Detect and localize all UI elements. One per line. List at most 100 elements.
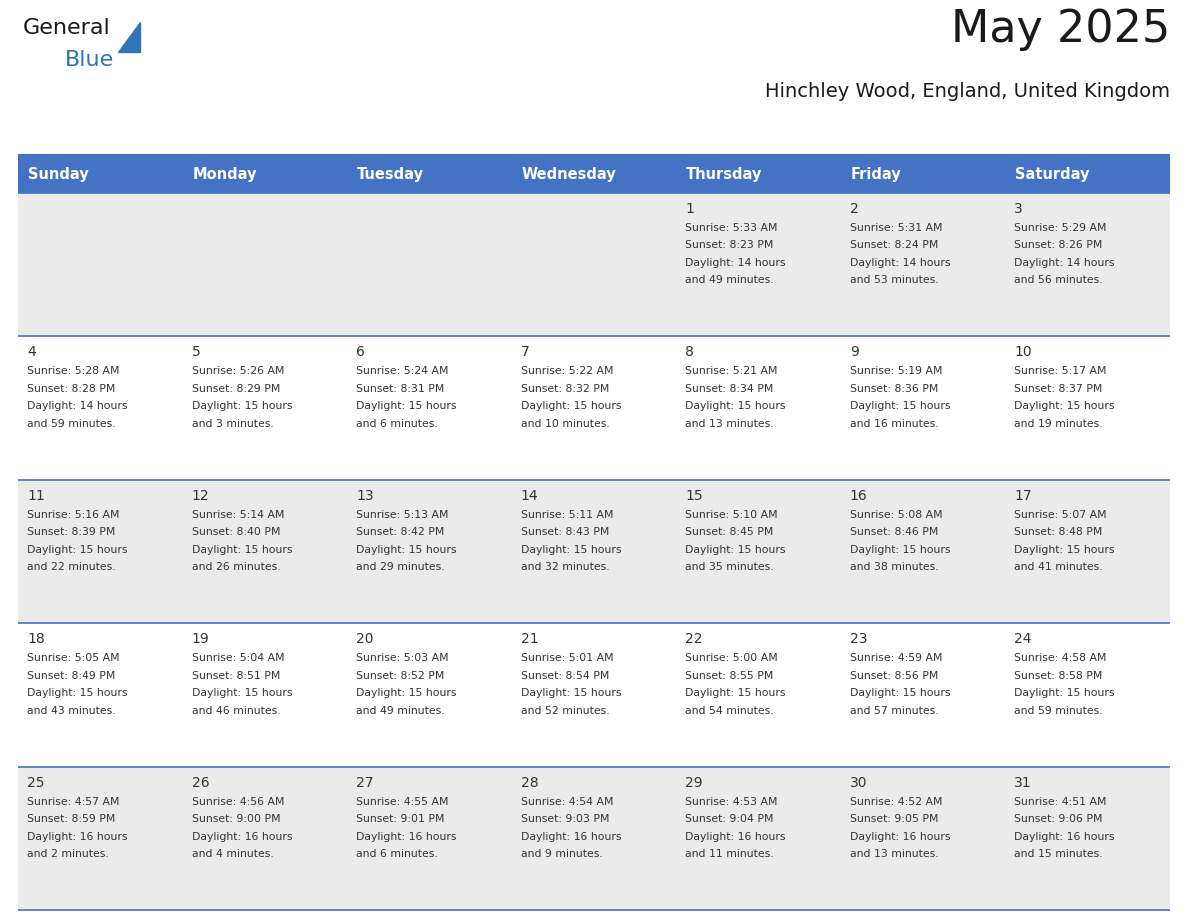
Text: Sunset: 9:05 PM: Sunset: 9:05 PM: [849, 814, 939, 824]
Text: Daylight: 15 hours: Daylight: 15 hours: [356, 544, 456, 554]
Text: Sunset: 8:52 PM: Sunset: 8:52 PM: [356, 671, 444, 681]
Text: and 59 minutes.: and 59 minutes.: [1015, 706, 1102, 716]
Bar: [1005, 155, 1170, 193]
Text: Daylight: 15 hours: Daylight: 15 hours: [27, 544, 127, 554]
Text: Sunset: 8:45 PM: Sunset: 8:45 PM: [685, 527, 773, 537]
Text: and 49 minutes.: and 49 minutes.: [356, 706, 444, 716]
Text: and 9 minutes.: and 9 minutes.: [520, 849, 602, 859]
Text: 6: 6: [356, 345, 365, 360]
Text: Sunset: 9:00 PM: Sunset: 9:00 PM: [191, 814, 280, 824]
Text: 30: 30: [849, 776, 867, 789]
Text: and 32 minutes.: and 32 minutes.: [520, 563, 609, 572]
Text: Monday: Monday: [192, 166, 257, 182]
Text: Sunrise: 5:31 AM: Sunrise: 5:31 AM: [849, 223, 942, 233]
Text: Daylight: 16 hours: Daylight: 16 hours: [849, 832, 950, 842]
Text: Daylight: 15 hours: Daylight: 15 hours: [1015, 401, 1114, 411]
Text: Sunrise: 5:07 AM: Sunrise: 5:07 AM: [1015, 509, 1107, 520]
Text: Daylight: 15 hours: Daylight: 15 hours: [520, 401, 621, 411]
Text: Sunset: 8:59 PM: Sunset: 8:59 PM: [27, 814, 115, 824]
Text: Sunset: 8:37 PM: Sunset: 8:37 PM: [1015, 384, 1102, 394]
Text: and 49 minutes.: and 49 minutes.: [685, 275, 773, 285]
Text: and 54 minutes.: and 54 minutes.: [685, 706, 773, 716]
Text: Daylight: 15 hours: Daylight: 15 hours: [849, 544, 950, 554]
Text: and 52 minutes.: and 52 minutes.: [520, 706, 609, 716]
Text: Daylight: 15 hours: Daylight: 15 hours: [356, 688, 456, 699]
Text: Daylight: 16 hours: Daylight: 16 hours: [520, 832, 621, 842]
Text: and 16 minutes.: and 16 minutes.: [849, 419, 939, 429]
Text: Daylight: 15 hours: Daylight: 15 hours: [849, 688, 950, 699]
Text: Sunset: 8:29 PM: Sunset: 8:29 PM: [191, 384, 280, 394]
Text: Sunrise: 4:51 AM: Sunrise: 4:51 AM: [1015, 797, 1107, 807]
Text: Daylight: 15 hours: Daylight: 15 hours: [685, 401, 785, 411]
Text: Sunrise: 4:54 AM: Sunrise: 4:54 AM: [520, 797, 613, 807]
Text: Daylight: 15 hours: Daylight: 15 hours: [685, 544, 785, 554]
Bar: [676, 155, 841, 193]
Text: and 3 minutes.: and 3 minutes.: [191, 419, 273, 429]
Text: 20: 20: [356, 633, 374, 646]
Text: and 53 minutes.: and 53 minutes.: [849, 275, 939, 285]
Text: 13: 13: [356, 488, 374, 503]
Text: 25: 25: [27, 776, 44, 789]
Text: and 41 minutes.: and 41 minutes.: [1015, 563, 1102, 572]
Text: Sunset: 8:31 PM: Sunset: 8:31 PM: [356, 384, 444, 394]
Text: Sunset: 8:28 PM: Sunset: 8:28 PM: [27, 384, 115, 394]
Text: Sunrise: 5:04 AM: Sunrise: 5:04 AM: [191, 654, 284, 663]
Text: Sunset: 8:34 PM: Sunset: 8:34 PM: [685, 384, 773, 394]
Text: and 29 minutes.: and 29 minutes.: [356, 563, 444, 572]
Text: Sunset: 8:36 PM: Sunset: 8:36 PM: [849, 384, 939, 394]
Text: 14: 14: [520, 488, 538, 503]
Text: Daylight: 14 hours: Daylight: 14 hours: [27, 401, 127, 411]
Text: Wednesday: Wednesday: [522, 166, 617, 182]
Text: Sunset: 8:51 PM: Sunset: 8:51 PM: [191, 671, 280, 681]
Text: Daylight: 16 hours: Daylight: 16 hours: [356, 832, 456, 842]
Text: Sunrise: 5:17 AM: Sunrise: 5:17 AM: [1015, 366, 1107, 376]
Text: Sunrise: 5:26 AM: Sunrise: 5:26 AM: [191, 366, 284, 376]
Text: Daylight: 15 hours: Daylight: 15 hours: [191, 688, 292, 699]
Text: Sunrise: 4:56 AM: Sunrise: 4:56 AM: [191, 797, 284, 807]
Text: 18: 18: [27, 633, 45, 646]
Text: Sunset: 8:54 PM: Sunset: 8:54 PM: [520, 671, 609, 681]
Text: 10: 10: [1015, 345, 1032, 360]
Text: 8: 8: [685, 345, 694, 360]
Text: 17: 17: [1015, 488, 1032, 503]
Bar: [841, 155, 1005, 193]
Text: Daylight: 15 hours: Daylight: 15 hours: [520, 688, 621, 699]
Text: 4: 4: [27, 345, 36, 360]
Text: 28: 28: [520, 776, 538, 789]
Text: Sunrise: 5:05 AM: Sunrise: 5:05 AM: [27, 654, 120, 663]
Text: Sunrise: 4:55 AM: Sunrise: 4:55 AM: [356, 797, 449, 807]
Text: Blue: Blue: [65, 50, 114, 70]
Text: General: General: [23, 18, 110, 38]
Text: Sunset: 8:39 PM: Sunset: 8:39 PM: [27, 527, 115, 537]
Text: Sunrise: 5:14 AM: Sunrise: 5:14 AM: [191, 509, 284, 520]
Text: 27: 27: [356, 776, 374, 789]
Text: Sunrise: 5:33 AM: Sunrise: 5:33 AM: [685, 223, 778, 233]
Text: Sunrise: 4:53 AM: Sunrise: 4:53 AM: [685, 797, 778, 807]
Bar: [18, 767, 1170, 910]
Text: 11: 11: [27, 488, 45, 503]
Text: 3: 3: [1015, 202, 1023, 216]
Text: and 6 minutes.: and 6 minutes.: [356, 419, 438, 429]
Text: 7: 7: [520, 345, 530, 360]
Text: and 57 minutes.: and 57 minutes.: [849, 706, 939, 716]
Text: Sunrise: 4:58 AM: Sunrise: 4:58 AM: [1015, 654, 1107, 663]
Text: and 13 minutes.: and 13 minutes.: [685, 419, 773, 429]
Text: Sunrise: 5:11 AM: Sunrise: 5:11 AM: [520, 509, 613, 520]
Text: 19: 19: [191, 633, 209, 646]
Bar: [18, 480, 1170, 623]
Text: and 15 minutes.: and 15 minutes.: [1015, 849, 1102, 859]
Text: Sunset: 8:56 PM: Sunset: 8:56 PM: [849, 671, 939, 681]
Text: Sunset: 8:58 PM: Sunset: 8:58 PM: [1015, 671, 1102, 681]
Text: Saturday: Saturday: [1016, 166, 1089, 182]
Bar: [18, 155, 183, 193]
Text: Sunset: 9:04 PM: Sunset: 9:04 PM: [685, 814, 773, 824]
Text: and 46 minutes.: and 46 minutes.: [191, 706, 280, 716]
Text: Sunrise: 5:28 AM: Sunrise: 5:28 AM: [27, 366, 120, 376]
Text: and 13 minutes.: and 13 minutes.: [849, 849, 939, 859]
Text: Sunday: Sunday: [29, 166, 89, 182]
Text: 24: 24: [1015, 633, 1032, 646]
Text: and 19 minutes.: and 19 minutes.: [1015, 419, 1102, 429]
Text: Sunrise: 5:16 AM: Sunrise: 5:16 AM: [27, 509, 120, 520]
Text: Sunset: 8:23 PM: Sunset: 8:23 PM: [685, 241, 773, 251]
Text: 31: 31: [1015, 776, 1032, 789]
